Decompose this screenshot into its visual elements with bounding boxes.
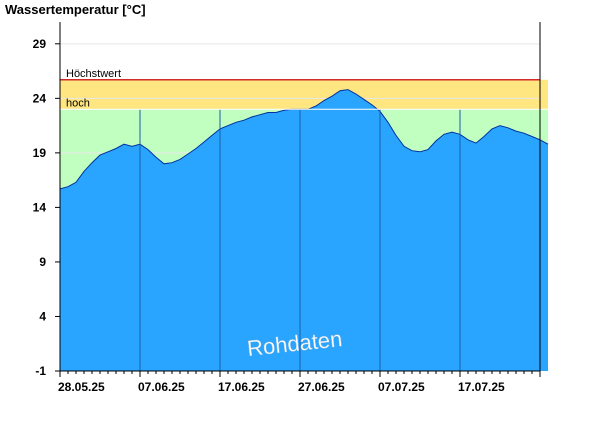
week-separators — [139, 109, 461, 371]
y-tick-label: 29 — [33, 37, 47, 51]
y-tick-label: 14 — [33, 200, 47, 214]
y-tick-label: -1 — [35, 364, 46, 378]
x-tick-label: 17.06.25 — [218, 380, 265, 394]
y-tick-label: 19 — [33, 146, 47, 160]
x-tick-label: 17.07.25 — [458, 380, 505, 394]
x-tick-label: 07.07.25 — [378, 380, 425, 394]
temperature-area — [60, 89, 548, 371]
x-tick-label: 07.06.25 — [138, 380, 185, 394]
y-tick-label: 4 — [39, 309, 46, 323]
high-threshold-label: hoch — [66, 97, 90, 109]
max-threshold-label: Höchstwert — [66, 68, 121, 80]
chart-title: Wassertemperatur [°C] — [5, 2, 146, 17]
x-tick-label: 28.05.25 — [58, 380, 105, 394]
y-tick-label: 24 — [33, 91, 47, 105]
high-range-band — [60, 79, 548, 110]
y-axis-ticks: -1 4 9 14 19 24 29 — [33, 37, 60, 378]
x-tick-label: 27.06.25 — [298, 380, 345, 394]
x-axis-ticks: 28.05.25 07.06.25 17.06.25 27.06.25 07.07.25… — [58, 371, 541, 394]
y-tick-label: 9 — [39, 255, 46, 269]
